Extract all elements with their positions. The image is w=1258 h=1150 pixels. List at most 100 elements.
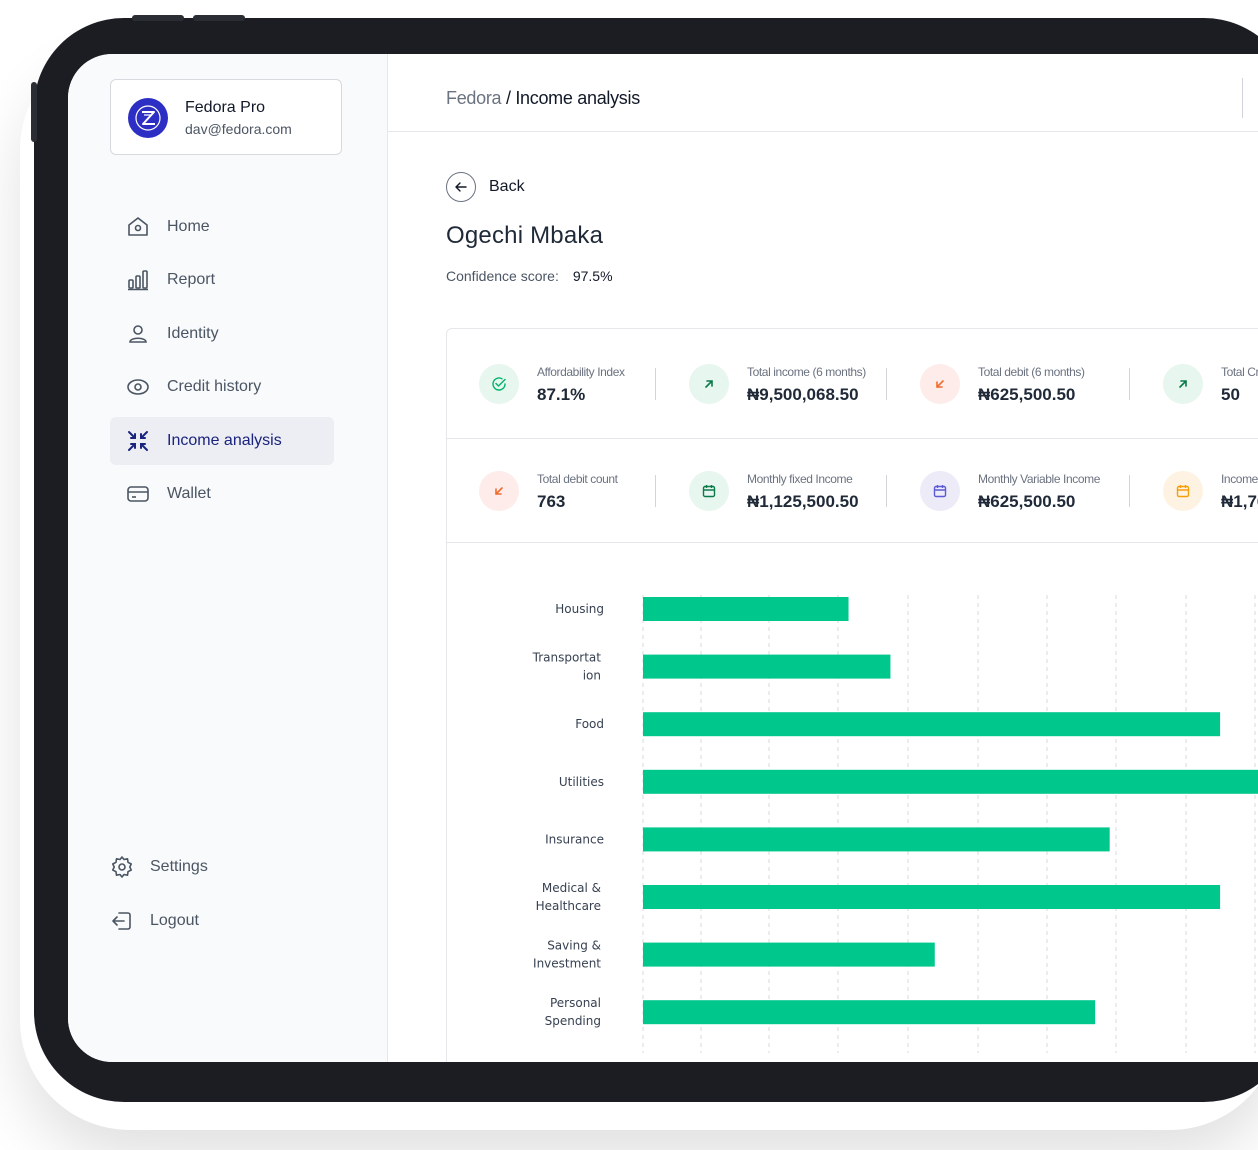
arrow-down-left-icon bbox=[920, 364, 960, 404]
stat-value: ₦625,500.50 bbox=[978, 492, 1076, 511]
collapse-arrows-icon bbox=[126, 429, 150, 453]
sidebar-item-label: Credit history bbox=[167, 378, 262, 395]
stat-value: ₦1,76 bbox=[1221, 492, 1258, 511]
bar[interactable] bbox=[643, 885, 1221, 909]
check-circle-icon bbox=[479, 364, 519, 404]
logout-icon bbox=[110, 909, 134, 933]
home-icon bbox=[126, 215, 150, 239]
bar-chart-icon bbox=[126, 268, 150, 292]
stat-divider bbox=[886, 475, 887, 507]
confidence-value: 97.5% bbox=[572, 268, 613, 284]
settings-label: Settings bbox=[150, 858, 208, 875]
header: Fedora / Income analysis bbox=[388, 54, 1258, 132]
expense-bar-chart: Housing Transportat ion Food Utilities Insura… bbox=[447, 543, 1258, 1062]
stat-label: Income bbox=[1221, 472, 1258, 486]
sidebar-item-credit-history[interactable]: Credit history bbox=[110, 363, 334, 411]
category-label: Medical & bbox=[542, 881, 601, 895]
stat-label: Total Cr bbox=[1221, 365, 1258, 379]
category-label: Personal bbox=[550, 996, 601, 1010]
header-divider bbox=[1242, 78, 1243, 118]
category-label: Food bbox=[575, 717, 604, 731]
stats-row: Affordability Index 87.1% Total income (… bbox=[447, 329, 1258, 439]
breadcrumb-root[interactable]: Fedora bbox=[446, 88, 502, 108]
stat-divider bbox=[655, 475, 656, 507]
bar[interactable] bbox=[643, 942, 935, 967]
sidebar-item-report[interactable]: Report bbox=[110, 256, 334, 304]
breadcrumb-separator: / bbox=[505, 88, 511, 108]
sidebar-item-label: Identity bbox=[167, 325, 219, 342]
stat-label: Monthly Variable Income bbox=[978, 472, 1100, 486]
sidebar: Fedora Pro dav@fedora.com Home Report Id… bbox=[68, 54, 388, 1062]
bar[interactable] bbox=[643, 597, 849, 621]
stat-label: Monthly fixed Income bbox=[747, 472, 853, 486]
category-label: Housing bbox=[555, 602, 604, 616]
back-label: Back bbox=[489, 178, 525, 195]
category-label: Healthcare bbox=[536, 899, 601, 913]
chart-svg: Housing Transportat ion Food Utilities Insura… bbox=[532, 595, 1258, 1053]
sidebar-item-home[interactable]: Home bbox=[110, 203, 334, 251]
arrow-down-left-icon bbox=[479, 471, 519, 511]
category-label: Saving & bbox=[547, 939, 601, 953]
page-title: Ogechi Mbaka bbox=[446, 222, 604, 249]
profile-card[interactable]: Fedora Pro dav@fedora.com bbox=[110, 79, 342, 155]
category-label: Transportat bbox=[532, 651, 602, 665]
stat-value: ₦9,500,068.50 bbox=[747, 385, 859, 404]
bar[interactable] bbox=[643, 654, 891, 679]
stat-label: Affordability Index bbox=[537, 365, 625, 379]
user-icon bbox=[126, 322, 150, 346]
calendar-icon bbox=[689, 471, 729, 511]
stat-divider bbox=[655, 368, 656, 400]
sidebar-item-label: Income analysis bbox=[167, 432, 282, 449]
logout-button[interactable]: Logout bbox=[110, 901, 199, 941]
arrow-up-right-icon bbox=[1163, 364, 1203, 404]
profile-name: Fedora Pro bbox=[185, 99, 266, 116]
bar[interactable] bbox=[643, 827, 1110, 852]
stat-value: 87.1% bbox=[537, 385, 586, 404]
stat-value: ₦625,500.50 bbox=[978, 385, 1076, 404]
sidebar-item-income-analysis[interactable]: Income analysis bbox=[110, 417, 334, 465]
stats-row: Total debit count 763 Monthly fixed Inco… bbox=[447, 439, 1258, 543]
back-button[interactable]: Back bbox=[446, 172, 525, 202]
stat-label: Total income (6 months) bbox=[747, 365, 866, 379]
calendar-icon bbox=[1163, 471, 1203, 511]
stat-divider bbox=[1129, 368, 1130, 400]
volume-button bbox=[132, 15, 184, 21]
power-button bbox=[193, 15, 245, 21]
fedora-logo-icon bbox=[135, 105, 161, 131]
sidebar-item-wallet[interactable]: Wallet bbox=[110, 470, 334, 518]
stat-label: Total debit count bbox=[537, 472, 618, 486]
category-label: Utilities bbox=[559, 775, 604, 789]
category-label: Insurance bbox=[545, 832, 604, 846]
breadcrumb-current: Income analysis bbox=[515, 88, 640, 108]
arrow-up-right-icon bbox=[689, 364, 729, 404]
wallet-icon bbox=[126, 482, 150, 506]
stat-value: ₦1,125,500.50 bbox=[747, 492, 859, 511]
category-label: ion bbox=[583, 669, 601, 683]
settings-button[interactable]: Settings bbox=[110, 847, 208, 887]
category-label: Investment bbox=[533, 957, 601, 971]
calendar-icon bbox=[920, 471, 960, 511]
confidence-score: Confidence score: 97.5% bbox=[446, 268, 613, 284]
stat-divider bbox=[1129, 475, 1130, 507]
avatar bbox=[128, 98, 168, 138]
category-label: Spending bbox=[545, 1014, 601, 1028]
confidence-label: Confidence score: bbox=[446, 268, 559, 284]
bar[interactable] bbox=[643, 712, 1221, 737]
sidebar-item-label: Home bbox=[167, 218, 210, 235]
profile-email: dav@fedora.com bbox=[185, 121, 292, 137]
stat-value: 763 bbox=[537, 492, 566, 511]
bar[interactable] bbox=[643, 1000, 1096, 1025]
bar[interactable] bbox=[643, 769, 1258, 794]
stat-value: 50 bbox=[1221, 385, 1240, 404]
stats-card: Affordability Index 87.1% Total income (… bbox=[446, 328, 1258, 1062]
stat-label: Total debit (6 months) bbox=[978, 365, 1085, 379]
main-content: Fedora / Income analysis Back Ogechi Mba… bbox=[388, 54, 1258, 1062]
stat-divider bbox=[886, 368, 887, 400]
breadcrumb: Fedora / Income analysis bbox=[446, 88, 640, 109]
eye-icon bbox=[126, 375, 150, 399]
gear-icon bbox=[110, 855, 134, 879]
sidebar-item-identity[interactable]: Identity bbox=[110, 310, 334, 358]
sidebar-item-label: Wallet bbox=[167, 485, 211, 502]
logout-label: Logout bbox=[150, 912, 199, 929]
side-button bbox=[31, 82, 37, 142]
